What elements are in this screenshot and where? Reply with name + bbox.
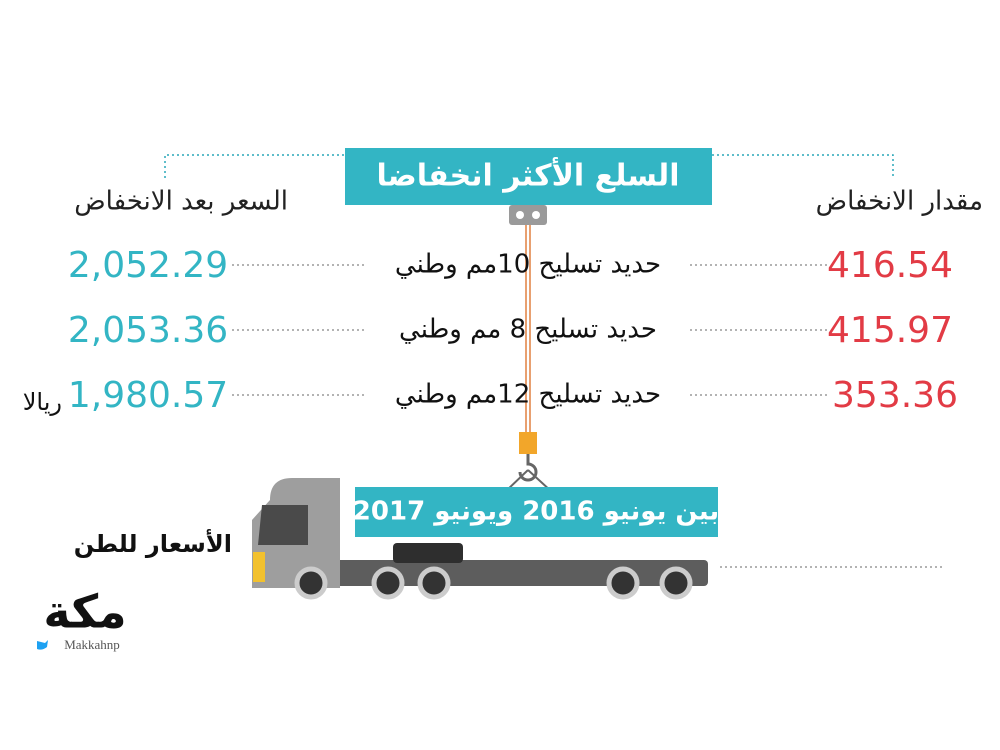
price-after: 2,053.36 — [68, 310, 228, 351]
title: السلع الأكثر انخفاضا — [377, 157, 680, 194]
rows: 416.54 415.97 353.36 حديد تسليح 10مم وطن… — [23, 245, 958, 416]
wheel — [606, 566, 640, 600]
pulley — [509, 205, 547, 225]
title-box — [345, 148, 712, 205]
light — [253, 552, 265, 582]
decrease: 353.36 — [832, 375, 958, 416]
price-after: 2,052.29 — [68, 245, 228, 286]
twitter-icon — [37, 640, 48, 650]
logo-handle: Makkahnp — [64, 637, 120, 652]
period: بين يونيو 2016 ويونيو 2017 — [353, 497, 719, 527]
wheel — [294, 566, 328, 600]
wheel — [417, 566, 451, 600]
wheel — [659, 566, 693, 600]
logo: مكة — [43, 585, 126, 639]
window — [258, 505, 308, 545]
note: الأسعار للطن — [74, 529, 232, 558]
decrease: 416.54 — [827, 245, 953, 286]
pulley-hole — [532, 211, 540, 219]
item: حديد تسليح 12مم وطني — [395, 380, 661, 410]
column-header: مقدار الانخفاض — [816, 187, 983, 217]
price-after: 1,980.57 — [68, 375, 228, 416]
item: حديد تسليح 10مم وطني — [395, 250, 661, 280]
pulley-hole — [516, 211, 524, 219]
column-header: السعر بعد الانخفاض — [74, 187, 288, 217]
decrease: 415.97 — [827, 310, 953, 351]
hook-block — [519, 432, 537, 454]
wheel — [371, 566, 405, 600]
item: حديد تسليح 8 مم وطني — [399, 315, 657, 345]
truck — [252, 478, 945, 600]
bracket — [164, 154, 894, 178]
unit: ريالا — [23, 388, 62, 416]
period-box — [355, 487, 718, 537]
cargo — [393, 543, 463, 563]
trailer — [280, 560, 708, 586]
